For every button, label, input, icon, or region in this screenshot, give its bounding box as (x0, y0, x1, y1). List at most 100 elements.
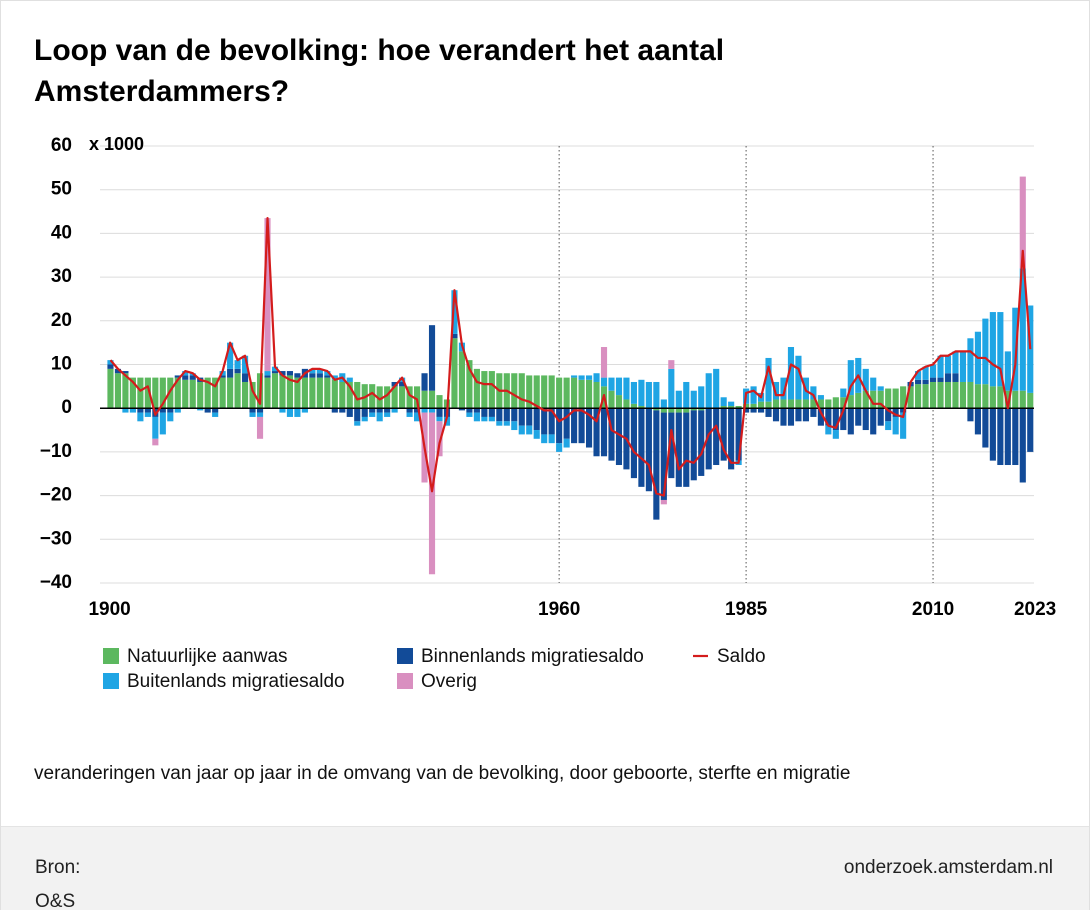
bar-segment (660, 408, 667, 413)
bar-segment (466, 412, 473, 417)
bar-segment (885, 388, 892, 409)
y-tick-label: 50 (51, 179, 72, 200)
bar-segment (294, 373, 301, 378)
bar-segment (855, 392, 862, 409)
bar-segment (174, 375, 181, 378)
y-tick-label: −10 (40, 441, 72, 462)
bar-segment (264, 218, 271, 372)
bar-segment (436, 421, 443, 457)
bar-segment (526, 408, 533, 426)
bar-segment (937, 381, 944, 409)
bar-segment (915, 384, 922, 409)
bar-segment (511, 408, 518, 422)
bar-segment (892, 416, 899, 435)
bar-segment (182, 379, 189, 409)
bar-segment (922, 366, 929, 380)
bar-segment (316, 368, 323, 374)
bar-segment (660, 412, 667, 500)
bar-segment (391, 381, 398, 387)
bar-segment (428, 390, 436, 409)
bar-segment (728, 401, 735, 407)
bar-segment (757, 408, 765, 413)
bar-segment (197, 381, 204, 409)
bar-segment (331, 408, 338, 413)
bar-segment (929, 364, 937, 378)
bar-segment (645, 381, 652, 409)
bar-segment (795, 408, 802, 422)
bar-segment (234, 368, 241, 374)
bar-segment (810, 386, 817, 400)
source-link[interactable]: onderzoek.amsterdam.nl (843, 857, 1053, 878)
bar-segment (556, 443, 563, 452)
bar-segment (922, 379, 929, 385)
bar-segment (428, 408, 436, 413)
bar-segment (159, 377, 166, 409)
bar-segment (847, 395, 854, 409)
bar-segment (451, 290, 458, 334)
bar-segment (443, 416, 451, 426)
bar-segment (309, 368, 316, 374)
bar-segment (825, 408, 832, 426)
bar-segment (414, 408, 421, 413)
bar-segment (369, 384, 376, 409)
bar-segment (384, 408, 391, 413)
bar-segment (129, 408, 136, 413)
y-tick-label: 60 (51, 135, 72, 156)
bar-segment (376, 386, 383, 409)
bar-segment (219, 375, 226, 378)
bar-segment (563, 377, 570, 409)
bar-segment (615, 395, 623, 409)
bar-segment (286, 371, 294, 376)
bar-segment (765, 408, 772, 417)
bar-segment (122, 371, 129, 374)
bar-segment (870, 390, 877, 409)
bar-segment (346, 377, 353, 382)
bar-segment (585, 408, 593, 448)
bar-segment (690, 408, 697, 411)
bar-segment (556, 377, 563, 409)
bar-segment (256, 408, 264, 413)
bar-segment (683, 381, 690, 409)
bar-segment (227, 342, 234, 369)
legend-item: Overig (397, 671, 477, 692)
bar-segment (937, 355, 944, 378)
bar-segment (997, 312, 1004, 387)
chart: −40 −30 −20 −10 0 10 20 30 40 50 60 x 1000 1900 1960 1… (40, 134, 1056, 692)
bar-segment (600, 347, 608, 378)
bar-segment (242, 355, 249, 374)
legend-item: Natuurlijke aanwas (103, 646, 288, 667)
bar-segment (152, 416, 159, 439)
bar-segment (466, 408, 473, 413)
bar-segment (279, 375, 286, 409)
bar-segment (421, 408, 428, 413)
bar-segment (989, 408, 996, 461)
bar-segment (645, 408, 652, 492)
bar-segment (496, 421, 503, 426)
bar-segment (585, 379, 593, 409)
bar-segment (264, 377, 271, 409)
bar-segment (832, 397, 839, 409)
bar-segment (212, 408, 219, 413)
bar-segment (458, 408, 466, 411)
bar-segment (780, 408, 787, 426)
bar-segment (989, 312, 996, 387)
bar-segment (623, 399, 630, 409)
bar-segment (944, 381, 952, 409)
bar-segment (384, 412, 391, 417)
chart-title: Loop van de bevolking: hoe verandert het… (34, 34, 725, 108)
bar-segment (107, 364, 114, 369)
bar-segment (952, 351, 959, 374)
bar-segment (481, 408, 488, 417)
bar-segment (107, 360, 114, 365)
bar-segment (324, 375, 331, 378)
legend-swatch (103, 673, 119, 689)
bar-segment (802, 399, 809, 409)
bar-segment (638, 379, 645, 407)
bar-segment (488, 408, 495, 417)
bar-segment (698, 408, 705, 411)
bar-segment (354, 421, 361, 426)
bar-segment (870, 377, 877, 391)
bar-segment (989, 386, 996, 409)
bar-segment (638, 406, 645, 409)
bar-segment (189, 379, 196, 409)
